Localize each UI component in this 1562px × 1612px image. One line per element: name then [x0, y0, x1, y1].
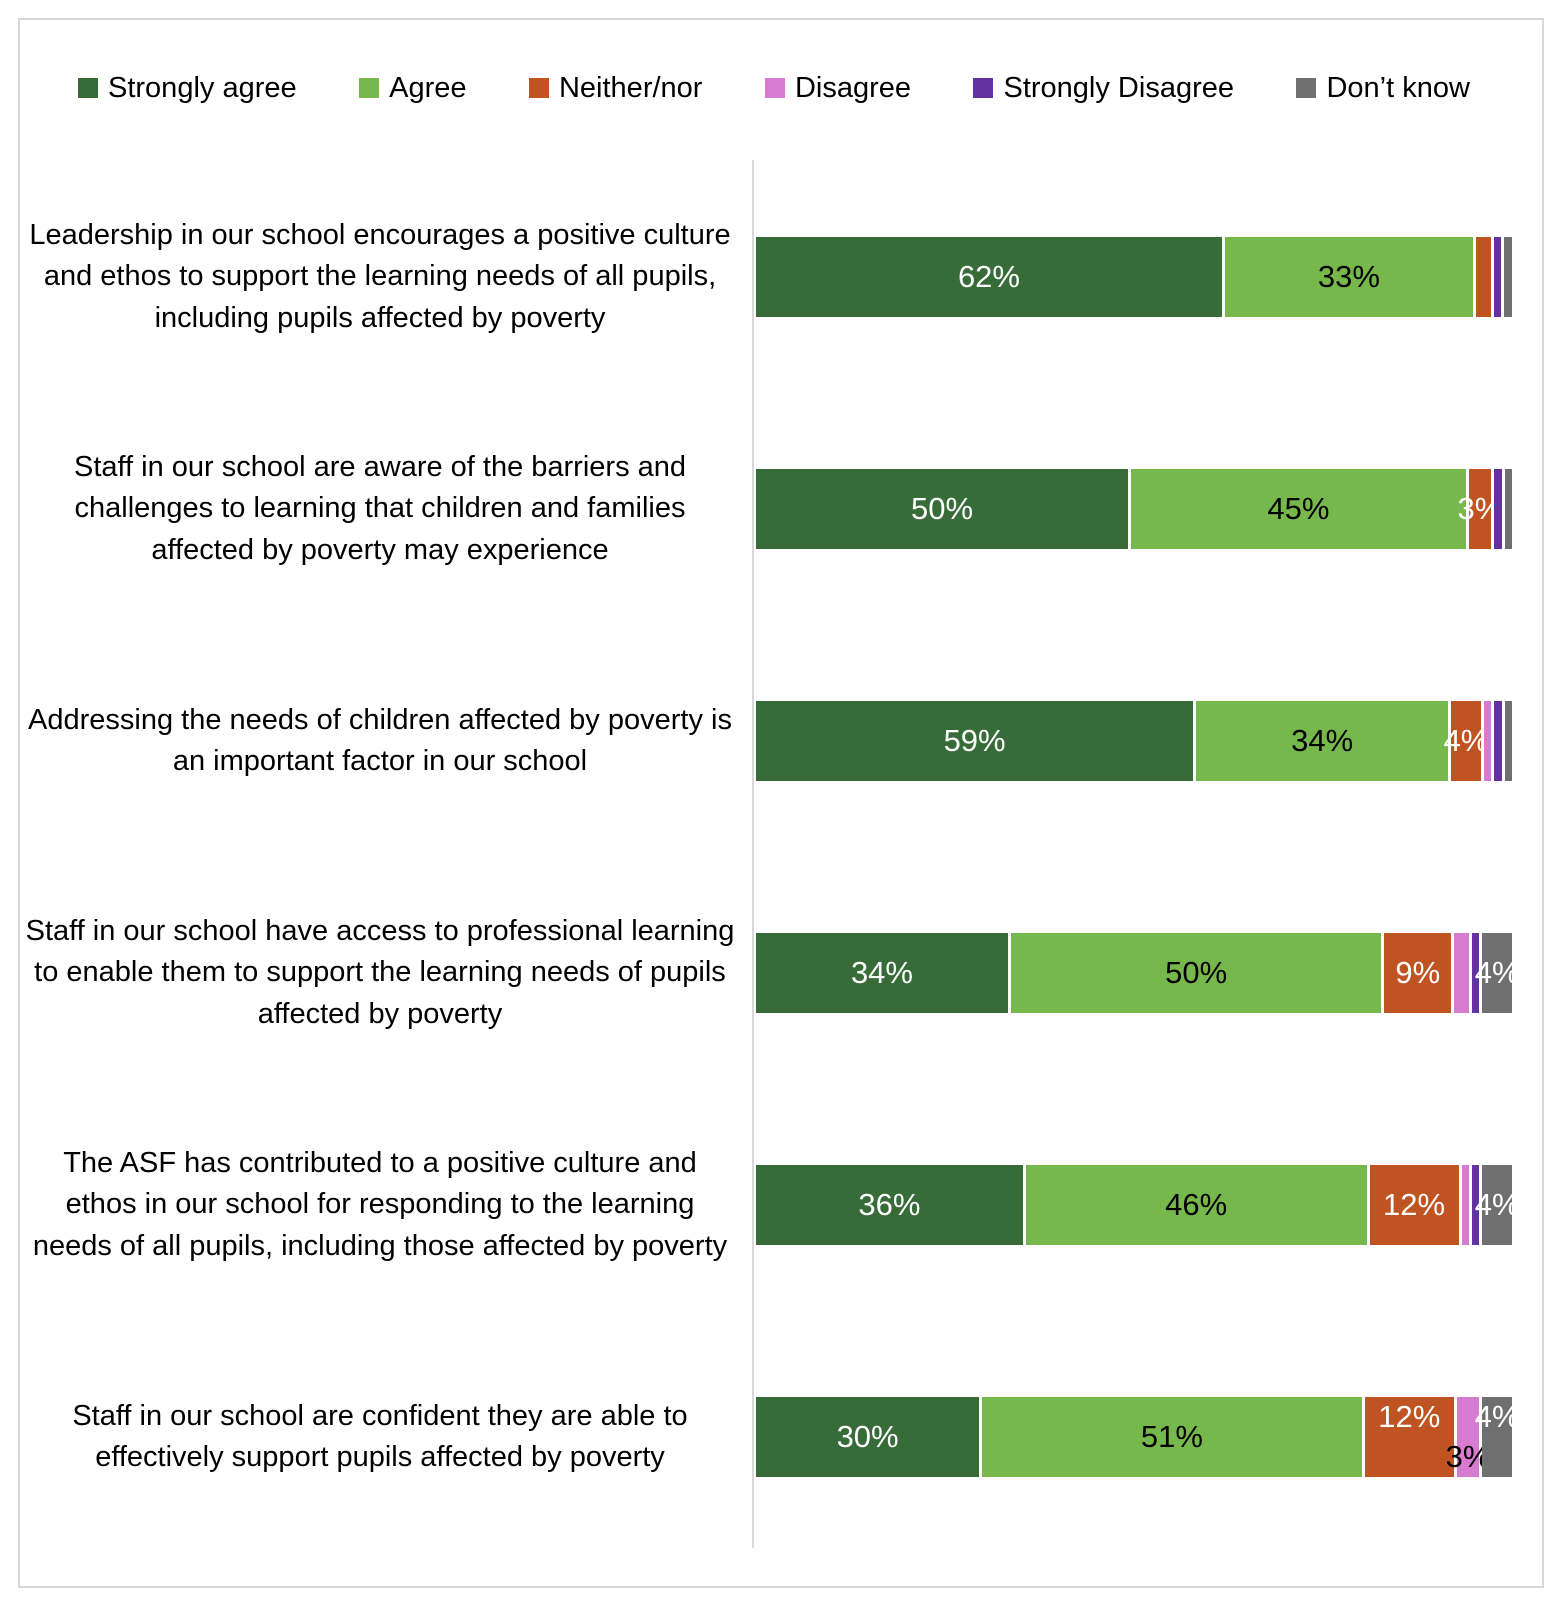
bar-track: 34% 50% 9% 4%: [756, 933, 1512, 1013]
bar-segment-strongly_agree: 36%: [756, 1165, 1026, 1245]
legend-item-strongly_disagree: Strongly Disagree: [973, 72, 1234, 105]
bar-segment-agree: 46%: [1025, 1165, 1370, 1245]
legend-item-neither_nor: Neither/nor: [528, 71, 703, 105]
bar-track: 36% 46% 12% 4%: [756, 1165, 1512, 1245]
bar-segment-dont_know: 4%: [1475, 1165, 1512, 1245]
bar-segment-strongly_agree: 34%: [756, 933, 1011, 1013]
legend: Strongly agree Agree Neither/nor Disagree St…: [78, 66, 1470, 110]
bar-value-label: 9%: [1395, 955, 1441, 990]
legend-item-dont_know: Don’t know: [1296, 71, 1470, 105]
bar-segment-agree: 34%: [1196, 701, 1452, 781]
legend-item-disagree: Disagree: [764, 71, 911, 105]
legend-item-strongly_agree: Strongly agree: [78, 72, 297, 105]
bar-row: Addressing the needs of children affecte…: [0, 625, 1512, 857]
legend-swatch-icon: [1296, 78, 1317, 98]
axis-line: [752, 160, 754, 1548]
bar-value-label: 34%: [1291, 723, 1354, 758]
bar-segment-strongly_agree: 62%: [756, 237, 1225, 317]
category-label: Staff in our school have access to profe…: [25, 915, 735, 1030]
bar-track: 30% 51% 12%3%4%: [756, 1397, 1512, 1477]
bar-segment-dont_know: [1504, 701, 1512, 781]
bar-segment-neither_nor: 12%: [1364, 1397, 1457, 1477]
bar-segment-disagree: [1483, 701, 1495, 781]
bar-segment-strongly_agree: 30%: [756, 1397, 983, 1477]
bar-segment-agree: 51%: [982, 1397, 1365, 1477]
legend-swatch-icon: [78, 78, 98, 98]
bar-segment-neither_nor: [1475, 237, 1494, 317]
bar-segment-agree: 33%: [1224, 237, 1476, 317]
bar-segment-dont_know: 4%: [1475, 933, 1512, 1013]
chart: Leadership in our school encourages a po…: [0, 161, 1512, 1553]
bar-track: 59% 34% 4%: [756, 701, 1512, 781]
bar-segment-neither_nor: 12%: [1369, 1165, 1462, 1245]
bar-value-label: 50%: [1165, 955, 1228, 990]
bar-row: Staff in our school have access to profe…: [0, 857, 1512, 1089]
bar-row: Staff in our school are aware of the bar…: [0, 393, 1512, 625]
bar-value-label: 46%: [1165, 1187, 1228, 1222]
bar-row: The ASF has contributed to a positive cu…: [0, 1089, 1512, 1321]
bar-value-label: 12%: [1378, 1399, 1441, 1434]
bar-value-label: 62%: [957, 259, 1020, 294]
category-label: Leadership in our school encourages a po…: [29, 219, 731, 334]
legend-label: Agree: [389, 71, 467, 104]
legend-item-agree: Agree: [359, 71, 467, 105]
bar-track: 50% 45% 3%: [756, 469, 1512, 549]
bar-segment-neither_nor: 4%: [1444, 701, 1488, 781]
bar-value-label: 30%: [836, 1419, 899, 1454]
bar-value-label: 33%: [1317, 259, 1380, 294]
bar-segment-agree: 45%: [1131, 469, 1469, 549]
bar-value-label: 51%: [1140, 1419, 1203, 1454]
bar-segment-strongly_disagree: [1471, 1165, 1483, 1245]
legend-swatch-icon: [528, 78, 549, 98]
bar-segment-strongly_disagree: [1471, 933, 1483, 1013]
bar-segment-disagree: 3%: [1446, 1397, 1490, 1477]
legend-label: Disagree: [794, 71, 911, 104]
bar-segment-strongly_disagree: [1494, 701, 1505, 781]
bar-segment-strongly_agree: 50%: [756, 469, 1131, 549]
category-label: Staff in our school are aware of the bar…: [73, 451, 687, 566]
category-label: Addressing the needs of children affecte…: [28, 703, 732, 777]
bar-value-label: 45%: [1267, 491, 1330, 526]
legend-swatch-icon: [973, 78, 994, 98]
legend-swatch-icon: [359, 78, 380, 98]
bar-value-label: 4%: [1443, 723, 1489, 758]
bar-segment-dont_know: 4%: [1475, 1397, 1512, 1477]
bar-segment-agree: 50%: [1010, 933, 1385, 1013]
bar-segment-disagree: [1461, 1165, 1472, 1245]
bar-value-label: 59%: [943, 723, 1006, 758]
bar-segment-dont_know: [1504, 237, 1512, 317]
category-label: Staff in our school are confident they a…: [72, 1399, 688, 1473]
category-label: The ASF has contributed to a positive cu…: [32, 1147, 728, 1262]
bar-value-label: 34%: [850, 955, 913, 990]
bar-segment-neither_nor: 3%: [1458, 469, 1502, 549]
bar-segment-disagree: [1454, 933, 1472, 1013]
bar-row: Leadership in our school encourages a po…: [0, 161, 1512, 393]
bar-row: Staff in our school are confident they a…: [0, 1321, 1512, 1553]
bar-value-label: 12%: [1383, 1187, 1446, 1222]
legend-label: Strongly Disagree: [1003, 71, 1234, 104]
legend-label: Neither/nor: [558, 71, 703, 104]
bar-segment-strongly_disagree: [1494, 469, 1505, 549]
legend-swatch-icon: [764, 78, 785, 98]
bar-segment-strongly_agree: 59%: [756, 701, 1197, 781]
bar-segment-strongly_disagree: [1493, 237, 1505, 317]
bar-segment-neither_nor: 9%: [1384, 933, 1455, 1013]
bar-value-label: 36%: [858, 1187, 921, 1222]
legend-label: Don’t know: [1326, 71, 1470, 104]
bar-segment-dont_know: [1504, 469, 1512, 549]
legend-label: Strongly agree: [108, 71, 297, 104]
bar-value-label: 50%: [910, 491, 974, 526]
bar-track: 62% 33%: [756, 237, 1512, 317]
